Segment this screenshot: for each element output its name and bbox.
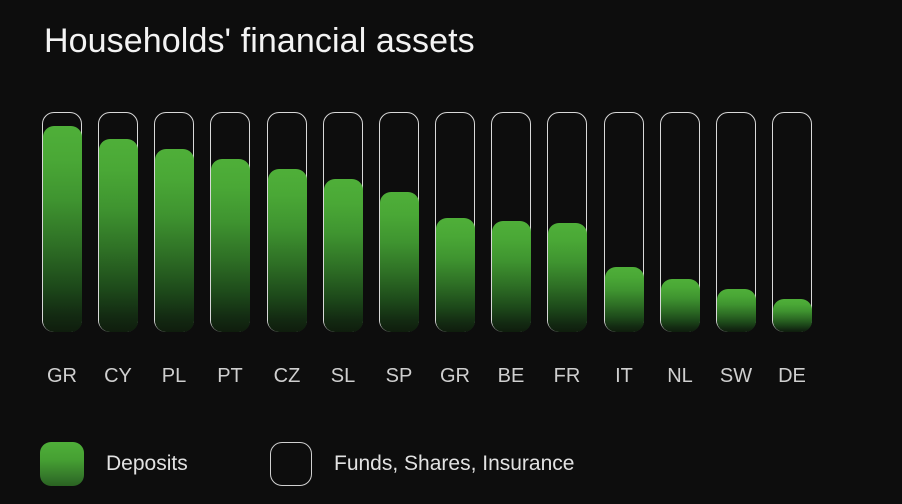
bar-fill-deposits (210, 158, 250, 332)
axis-tick-label: FR (553, 365, 581, 387)
bar-track-funds-shares-insurance (491, 112, 531, 332)
axis-tick-label: CY (104, 365, 132, 387)
bar-group[interactable] (210, 112, 250, 332)
axis-tick-label: PL (161, 365, 187, 387)
legend-item-funds-shares-insurance[interactable]: Funds, Shares, Insurance (270, 440, 574, 488)
bar-track-funds-shares-insurance (716, 112, 756, 332)
bar-group[interactable] (547, 112, 587, 332)
axis-tick-label: PT (217, 365, 243, 387)
bar-fill-deposits (42, 125, 82, 332)
bar-track-funds-shares-insurance (772, 112, 812, 332)
bar-group[interactable] (491, 112, 531, 332)
chart-title: Households' financial assets (44, 22, 475, 60)
bar-fill-deposits (323, 178, 363, 332)
axis-tick-label: SW (719, 365, 753, 387)
bar-fill-deposits (772, 299, 812, 332)
bar-track-funds-shares-insurance (435, 112, 475, 332)
bar-fill-deposits (491, 221, 531, 332)
axis-tick-label: DE (778, 365, 806, 387)
axis-tick-label: IT (615, 365, 633, 387)
plot-area (42, 112, 812, 334)
x-axis-tick-labels: GR CY PL PT CZ SL SP GR BE FR IT NL SW DE (42, 362, 812, 392)
bar-group[interactable] (267, 112, 307, 332)
bar-fill-deposits (604, 267, 644, 332)
bar-fill-deposits (435, 218, 475, 332)
bar-group[interactable] (154, 112, 194, 332)
axis-tick-label: GR (47, 365, 77, 387)
bar-fill-deposits (379, 191, 419, 332)
axis-tick-label: CZ (273, 365, 301, 387)
legend-item-deposits[interactable]: Deposits (40, 440, 188, 488)
bar-group[interactable] (323, 112, 363, 332)
bar-group[interactable] (716, 112, 756, 332)
bar-fill-deposits (267, 168, 307, 332)
bar-group[interactable] (98, 112, 138, 332)
bar-track-funds-shares-insurance (547, 112, 587, 332)
bar-group[interactable] (604, 112, 644, 332)
legend-swatch-funds-icon (270, 442, 312, 486)
bar-fill-deposits (716, 289, 756, 332)
axis-tick-label: BE (497, 365, 525, 387)
bar-group[interactable] (435, 112, 475, 332)
legend-label-deposits: Deposits (106, 452, 188, 475)
axis-tick-label: GR (440, 365, 470, 387)
legend-label-funds-shares-insurance: Funds, Shares, Insurance (334, 452, 575, 475)
axis-tick-label: SL (330, 365, 356, 387)
legend-swatch-deposits-icon (40, 442, 84, 486)
bar-fill-deposits (154, 148, 194, 332)
bar-group[interactable] (772, 112, 812, 332)
bar-track-funds-shares-insurance (604, 112, 644, 332)
bar-group[interactable] (379, 112, 419, 332)
bar-fill-deposits (660, 279, 700, 332)
bar-fill-deposits (547, 223, 587, 332)
bar-track-funds-shares-insurance (660, 112, 700, 332)
bar-group[interactable] (42, 112, 82, 332)
axis-tick-label: SP (385, 365, 413, 387)
bar-fill-deposits (98, 138, 138, 332)
bar-group[interactable] (660, 112, 700, 332)
axis-tick-label: NL (667, 365, 693, 387)
